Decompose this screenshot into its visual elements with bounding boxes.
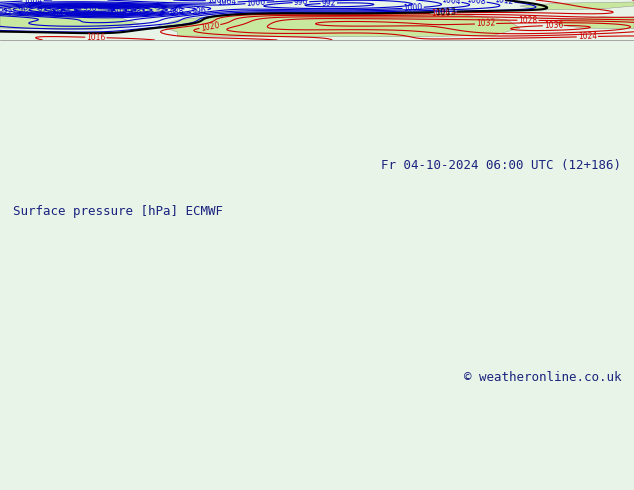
Text: 1016: 1016	[86, 33, 106, 42]
Polygon shape	[0, 12, 139, 30]
Text: 1004: 1004	[441, 0, 461, 6]
Text: 1020: 1020	[200, 21, 220, 33]
Text: 1004: 1004	[23, 0, 43, 5]
Text: 964: 964	[56, 6, 71, 17]
Polygon shape	[520, 2, 634, 10]
Text: 1036: 1036	[544, 21, 563, 30]
Polygon shape	[0, 3, 178, 12]
Text: Fr 04-10-2024 06:00 UTC (12+186): Fr 04-10-2024 06:00 UTC (12+186)	[381, 160, 621, 172]
Text: 1016: 1016	[431, 8, 451, 18]
Text: 988: 988	[169, 6, 185, 18]
Text: 1008: 1008	[207, 0, 226, 5]
Text: 1008: 1008	[466, 0, 486, 6]
Text: 980: 980	[15, 2, 31, 19]
Text: 972: 972	[37, 6, 53, 17]
Text: Surface pressure [hPa] ECMWF: Surface pressure [hPa] ECMWF	[13, 204, 223, 218]
Text: 996: 996	[294, 0, 308, 7]
Text: 984: 984	[50, 9, 65, 19]
Text: 1000: 1000	[246, 0, 266, 8]
Text: 976: 976	[150, 1, 167, 18]
Text: 992: 992	[321, 0, 336, 8]
Text: 960: 960	[107, 7, 122, 17]
Polygon shape	[158, 12, 520, 37]
Text: 992: 992	[0, 7, 13, 17]
Text: 1024: 1024	[578, 32, 597, 41]
Text: 956: 956	[82, 4, 97, 13]
Polygon shape	[558, 17, 634, 29]
Text: 996: 996	[191, 6, 207, 17]
Text: 1000: 1000	[403, 3, 423, 13]
Text: 1013: 1013	[435, 7, 456, 17]
Text: 1032: 1032	[476, 19, 495, 28]
Text: 1028: 1028	[519, 16, 538, 25]
Text: 968: 968	[127, 7, 142, 17]
Text: 1012: 1012	[494, 0, 514, 6]
Text: 1004: 1004	[217, 0, 236, 7]
Text: © weatheronline.co.uk: © weatheronline.co.uk	[464, 371, 621, 384]
